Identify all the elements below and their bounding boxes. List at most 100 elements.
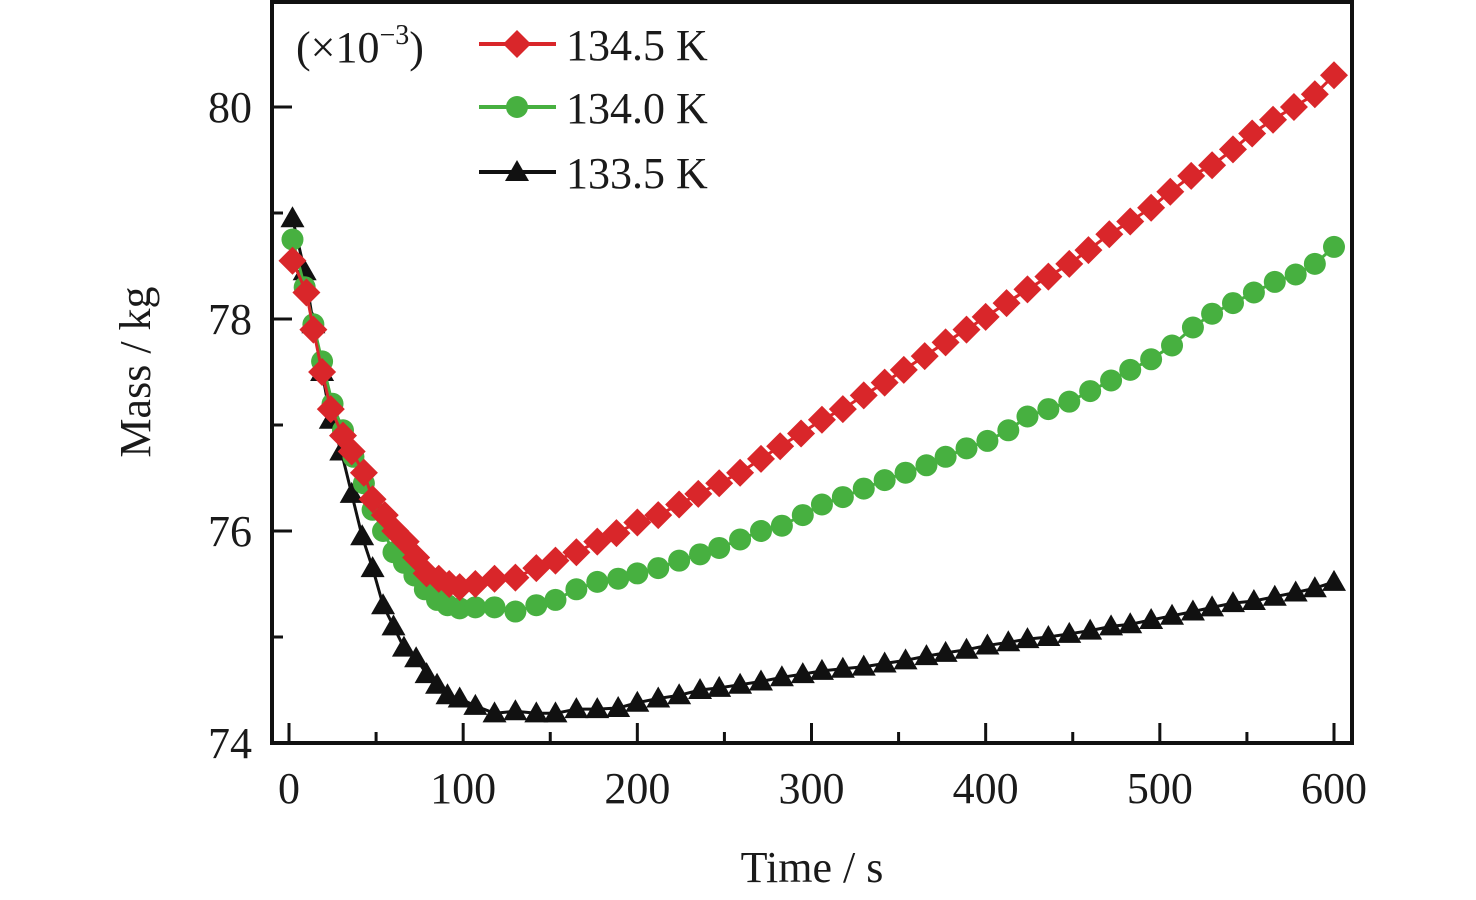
data-point	[705, 469, 734, 498]
y-axis-title: Mass / kg	[111, 286, 160, 457]
y-tick-label: 80	[208, 83, 252, 132]
x-tick-label: 600	[1301, 764, 1367, 813]
data-point	[503, 699, 528, 721]
x-axis-title: Time / s	[741, 843, 884, 892]
data-point	[625, 690, 650, 712]
series-134-5-k	[278, 61, 1348, 602]
data-point	[952, 315, 981, 344]
data-point	[1034, 262, 1063, 291]
legend-marker-triangle	[505, 160, 529, 181]
data-point	[391, 635, 416, 657]
data-point	[1320, 61, 1348, 90]
data-point	[1303, 252, 1326, 275]
data-point	[1262, 584, 1287, 606]
x-tick-label: 500	[1127, 764, 1193, 813]
data-point	[766, 432, 795, 461]
x-tick-label: 100	[430, 764, 496, 813]
data-point	[501, 563, 530, 592]
data-point	[997, 419, 1020, 442]
data-point	[976, 429, 999, 452]
y-tick-label: 78	[208, 295, 252, 344]
data-point	[830, 656, 855, 678]
data-point	[1016, 405, 1039, 428]
data-point	[1284, 263, 1307, 286]
legend: 134.5 K 134.0 K 133.5 K	[479, 21, 708, 198]
data-point	[726, 458, 755, 487]
data-point	[541, 546, 570, 575]
data-point	[644, 501, 673, 530]
data-point	[607, 567, 630, 590]
x-tick-label: 400	[953, 764, 1019, 813]
data-point	[1160, 603, 1185, 625]
svg-text:(×10−3): (×10−3)	[296, 20, 424, 72]
data-point	[480, 564, 509, 593]
data-point	[894, 461, 917, 484]
y-multiplier: (×10−3)	[296, 20, 424, 72]
data-point	[447, 686, 472, 708]
data-point	[1322, 569, 1346, 591]
data-point	[1180, 599, 1205, 621]
data-point	[1079, 380, 1102, 403]
data-point	[1119, 358, 1142, 381]
data-point	[626, 562, 649, 585]
data-point	[1200, 595, 1225, 617]
data-point	[524, 701, 549, 723]
data-point	[544, 588, 567, 611]
data-point	[955, 437, 978, 460]
data-point	[708, 536, 731, 559]
data-point	[647, 557, 670, 580]
data-point	[281, 228, 304, 251]
data-point	[1300, 80, 1329, 109]
y-tick-label: 74	[208, 719, 252, 768]
data-point	[404, 646, 429, 668]
legend-marker-circle	[506, 96, 528, 118]
data-point	[1137, 193, 1166, 222]
data-point	[337, 437, 366, 466]
legend-label: 134.0 K	[566, 84, 708, 133]
data-point	[790, 662, 815, 684]
axes-layer	[270, 0, 1354, 745]
data-point	[308, 358, 337, 386]
data-point	[914, 644, 939, 666]
data-point	[1323, 235, 1345, 258]
data-point	[975, 633, 1000, 655]
data-point	[565, 578, 588, 601]
data-point	[1100, 369, 1123, 392]
data-point	[316, 395, 345, 424]
data-point	[292, 278, 321, 307]
data-point	[807, 405, 836, 434]
data-point	[787, 419, 816, 448]
data-point	[933, 640, 958, 662]
legend-label: 133.5 K	[566, 149, 708, 198]
data-point	[810, 493, 833, 516]
data-point	[1037, 398, 1060, 421]
data-point	[1036, 625, 1061, 646]
data-point	[602, 519, 631, 548]
data-point	[463, 693, 488, 715]
data-point	[873, 469, 896, 492]
data-point	[414, 662, 439, 684]
data-point	[769, 665, 794, 687]
data-point	[831, 486, 854, 509]
data-point	[299, 315, 328, 344]
y-axis-ticks: 74 76 78 80	[208, 83, 292, 768]
data-point	[1118, 612, 1143, 634]
data-point	[1099, 614, 1124, 636]
y-tick-label: 76	[208, 507, 252, 556]
data-point	[684, 479, 713, 508]
x-axis-ticks: 0 100 200 300 400 500 600	[278, 723, 1367, 813]
data-point	[371, 593, 396, 615]
data-point	[482, 701, 507, 723]
data-point	[931, 328, 960, 357]
data-point	[339, 481, 364, 503]
data-point	[1057, 621, 1082, 643]
data-point	[688, 678, 713, 699]
legend-item: 134.0 K	[479, 84, 708, 133]
data-point	[1078, 618, 1103, 640]
data-point	[646, 686, 671, 708]
data-point	[1221, 292, 1244, 315]
data-point	[828, 395, 857, 424]
series-line	[291, 217, 1335, 715]
data-point	[934, 445, 957, 468]
